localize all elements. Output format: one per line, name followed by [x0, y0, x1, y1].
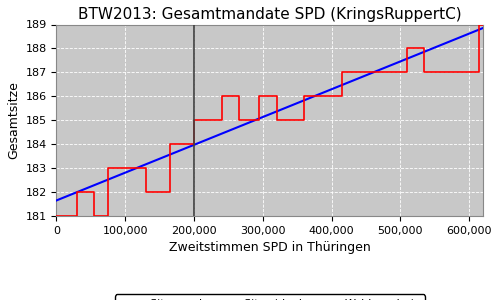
Title: BTW2013: Gesamtmandate SPD (KringsRuppertC): BTW2013: Gesamtmandate SPD (KringsRupper…	[78, 7, 462, 22]
Y-axis label: Gesamtsitze: Gesamtsitze	[7, 81, 20, 159]
Legend: Sitze real, Sitze ideal, Wahlergebnis: Sitze real, Sitze ideal, Wahlergebnis	[114, 294, 424, 300]
X-axis label: Zweitstimmen SPD in Thüringen: Zweitstimmen SPD in Thüringen	[169, 241, 370, 254]
